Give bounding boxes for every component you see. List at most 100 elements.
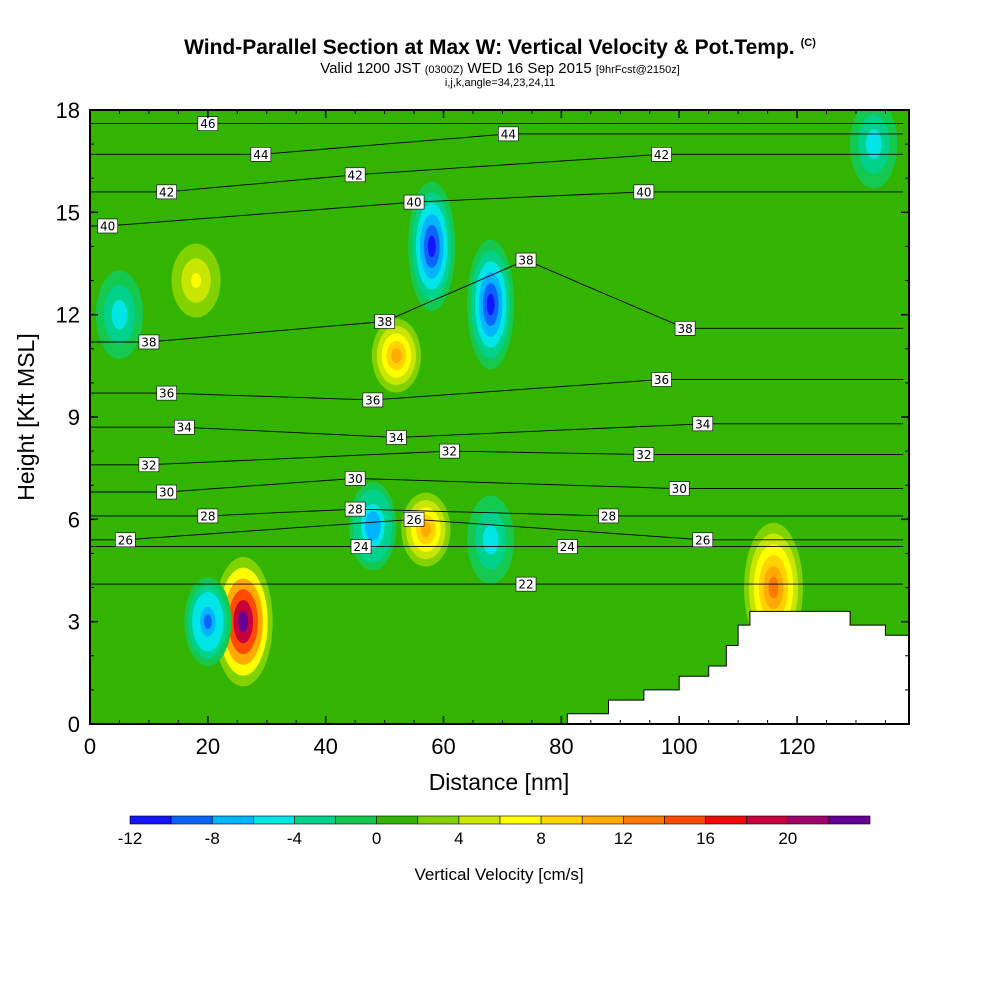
colorbar-swatch: [787, 815, 830, 825]
colorbar-swatch: [253, 815, 295, 825]
colorbar-swatch: [335, 815, 377, 825]
theta-contour-line: [90, 508, 904, 517]
valid-date: WED 16 Sep 2015: [467, 60, 592, 77]
forecast-info: [9hrFcst@2150z]: [595, 64, 680, 76]
contour-label: 36: [654, 373, 669, 387]
contour-label: 34: [177, 421, 192, 435]
contour-label: 38: [677, 322, 692, 336]
contour-label-box: [633, 184, 655, 200]
contour-label-box: [515, 252, 537, 268]
contour-label: 30: [159, 486, 174, 500]
contour-label: 34: [695, 417, 710, 431]
contour-label: 28: [200, 509, 215, 523]
y-tick-label: 9: [68, 405, 80, 430]
colorbar-tick-label: -12: [118, 829, 143, 848]
contour-label-box: [156, 184, 177, 200]
contour-label-box: [692, 416, 714, 432]
x-tick-label: 120: [779, 734, 816, 759]
contour-label-box: [498, 126, 519, 142]
contour-label: 24: [560, 540, 575, 554]
velocity-cell: [486, 293, 495, 316]
contour-label: 42: [159, 185, 174, 199]
contour-label: 40: [636, 185, 651, 199]
contour-label-box: [374, 314, 395, 329]
theta-contours: [90, 123, 904, 585]
x-tick-label: 60: [431, 734, 455, 759]
theta-contour-line: [90, 191, 904, 227]
colorbar: -12 -8 -4 0 4 8 12 16 20: [118, 815, 871, 848]
contour-label: 30: [672, 482, 687, 496]
contour-label: 38: [377, 315, 392, 329]
contour-label-box: [651, 372, 672, 387]
contour-label: 42: [348, 168, 363, 182]
colorbar-swatch: [376, 815, 419, 825]
contour-label-box: [344, 167, 366, 183]
valid-time: Valid 1200 JST: [320, 60, 421, 77]
contour-label-box: [156, 385, 177, 401]
contour-label: 34: [389, 431, 404, 445]
y-tick-label: 6: [68, 507, 80, 532]
colorbar-tick-label: 16: [696, 829, 715, 848]
colorbar-label: Vertical Velocity [cm/s]: [414, 865, 583, 884]
contour-label-box: [197, 508, 219, 524]
colorbar-swatch: [581, 815, 624, 825]
theta-contour-line: [90, 133, 904, 155]
y-axis-label: Height [Kft MSL]: [13, 333, 39, 500]
y-tick-label: 18: [56, 98, 80, 123]
colorbar-swatch: [664, 815, 706, 825]
y-tick-label: 3: [68, 610, 80, 635]
colorbar-tick-label: 12: [614, 829, 633, 848]
contour-label: 40: [100, 219, 115, 233]
velocity-cell: [238, 610, 249, 633]
copyright-mark: (C): [800, 37, 816, 49]
contour-label-box: [598, 508, 619, 524]
y-tick-label: 0: [68, 712, 80, 737]
colorbar-swatch: [458, 815, 501, 825]
contour-label: 44: [501, 127, 516, 141]
contour-label-box: [350, 539, 372, 554]
chart-title: Wind-Parallel Section at Max W: Vertical…: [0, 36, 1000, 60]
colorbar-swatch: [499, 815, 542, 825]
terrain-profile: [566, 610, 909, 724]
contour-label: 36: [159, 387, 174, 401]
contour-label-box: [344, 501, 366, 517]
valid-time-line: Valid 1200 JST (0300Z) WED 16 Sep 2015 […: [0, 60, 1000, 77]
velocity-cell: [427, 235, 436, 258]
terrain: [566, 610, 909, 724]
x-axis-label: Distance [nm]: [429, 769, 570, 795]
theta-contour-line: [90, 519, 904, 541]
contour-label: 46: [200, 117, 215, 131]
x-tick-label: 100: [661, 734, 698, 759]
colorbar-swatch: [170, 815, 213, 825]
colorbar-tick-label: -4: [287, 829, 302, 848]
x-tick-label: 80: [549, 734, 573, 759]
velocity-cell: [869, 136, 878, 152]
contour-label-box: [403, 194, 425, 210]
theta-contour-line: [90, 450, 904, 466]
title-line1: Wind-Parallel Section at Max W: Vertical…: [184, 36, 795, 59]
contour-label-box: [403, 512, 425, 527]
colorbar-swatch: [211, 815, 254, 825]
colorbar-tick-label: 8: [536, 829, 545, 848]
theta-contour-line: [90, 259, 904, 343]
x-tick-label: 40: [313, 734, 337, 759]
contour-label: 32: [141, 458, 156, 472]
contour-label-box: [250, 147, 272, 162]
contour-label: 24: [353, 540, 368, 554]
contour-label-box: [633, 447, 655, 462]
contour-label: 42: [654, 148, 669, 162]
grid-indices: i,j,k,angle=34,23,24,11: [444, 77, 556, 89]
contour-label: 36: [365, 393, 380, 407]
contour-label-box: [692, 532, 714, 548]
colorbar-tick-label: 20: [778, 829, 797, 848]
contour-label-box: [668, 481, 690, 496]
contour-label: 26: [406, 513, 421, 527]
theta-contour-line: [90, 423, 904, 438]
colorbar-tick-label: -8: [205, 829, 220, 848]
contour-label-box: [515, 576, 537, 592]
contour-labels: 46 44 44 42 42 42 40 40 40 38 38 38 38 36 36 36 34 34 34 32…: [97, 116, 714, 592]
velocity-cell: [486, 532, 495, 548]
contour-label: 38: [141, 335, 156, 349]
contour-label: 44: [253, 148, 268, 162]
